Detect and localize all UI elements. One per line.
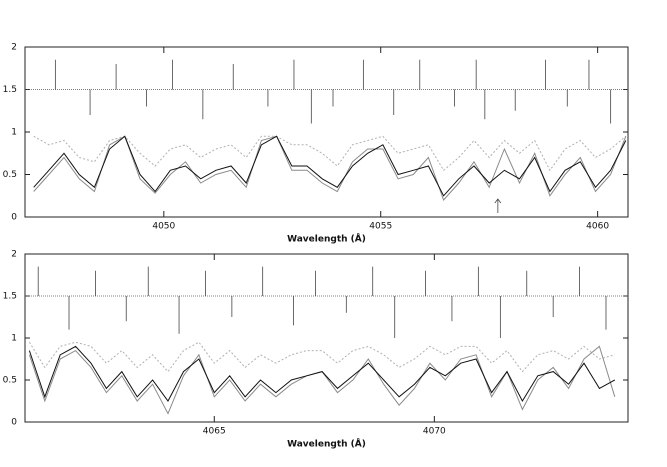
y-tick-label: 1: [11, 334, 17, 344]
plot-frame: [24, 253, 629, 423]
plot-frame: [24, 46, 629, 218]
x-tick-label: 4055: [369, 222, 392, 232]
x-axis-label: Wavelength (Å): [287, 234, 366, 245]
annotation-arrow: [494, 198, 502, 213]
y-tick-label: 1.5: [3, 85, 17, 95]
spectrum-line: [28, 341, 615, 373]
spectrum-line: [33, 135, 627, 172]
y-tick-label: 1: [11, 128, 17, 138]
y-tick-label: 1.5: [3, 292, 17, 302]
y-tick-label: 2: [11, 250, 17, 260]
y-tick-label: 0: [11, 418, 17, 428]
x-tick-label: 4060: [586, 222, 609, 232]
spectrum-line: [28, 345, 616, 403]
y-tick-label: 0: [11, 213, 17, 223]
y-tick-label: 0.5: [3, 376, 17, 386]
x-axis-label: Wavelength (Å): [287, 439, 366, 450]
x-tick-label: 4050: [152, 222, 175, 232]
y-tick-label: 0.5: [3, 170, 17, 180]
x-tick-label: 4065: [203, 427, 226, 437]
spectrum-line: [33, 135, 627, 197]
y-tick-label: 2: [11, 43, 17, 53]
spectrum-line: [28, 345, 616, 415]
x-tick-label: 4070: [423, 427, 446, 437]
